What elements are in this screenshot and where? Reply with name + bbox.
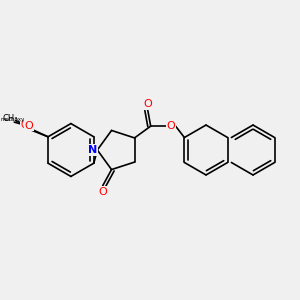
Text: O: O xyxy=(167,121,176,131)
Text: CH₃: CH₃ xyxy=(3,114,18,123)
Text: O: O xyxy=(98,187,107,196)
Text: O: O xyxy=(21,120,28,130)
Text: O: O xyxy=(143,99,152,109)
Text: methoxy: methoxy xyxy=(1,117,25,122)
Text: O: O xyxy=(25,121,33,130)
Text: N: N xyxy=(88,145,98,155)
